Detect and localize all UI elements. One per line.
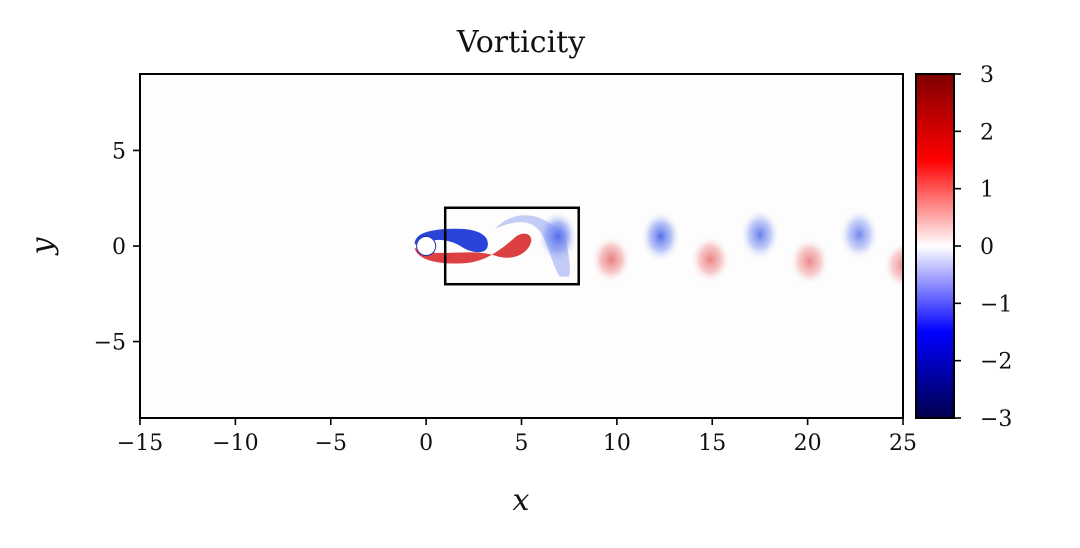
x-tick-label: 20 (794, 431, 822, 456)
plot-area (139, 73, 904, 419)
x-tick-label: −15 (117, 431, 163, 456)
x-tick-label: 5 (515, 431, 529, 456)
x-tick-label: 0 (419, 431, 433, 456)
colorbar-tick-label: 3 (980, 63, 994, 88)
upper-shear-layer (414, 228, 488, 253)
chart-title: Vorticity (456, 25, 585, 60)
colorbar-ticks: 3 2 1 0 −1 −2 −3 (954, 63, 1012, 432)
x-tick-label: 25 (889, 431, 917, 456)
y-tick-label: 0 (112, 235, 126, 260)
y-axis-label: y (25, 236, 60, 256)
negative-vortex (739, 208, 780, 261)
negative-vortex (640, 210, 681, 263)
x-tick-label: −5 (315, 431, 347, 456)
highlight-box (443, 206, 580, 286)
colorbar-tick-label: −3 (980, 407, 1012, 432)
cylinder (416, 235, 437, 257)
colorbar: 3 2 1 0 −1 −2 −3 (915, 63, 1012, 432)
colorbar-tick-label: −1 (980, 292, 1012, 317)
x-tick-label: −10 (212, 431, 258, 456)
colorbar-tick-label: −2 (980, 350, 1012, 375)
colorbar-tick-label: 2 (980, 120, 994, 145)
secondary-vorticity-sheet (494, 215, 570, 277)
vorticity-field (414, 206, 903, 289)
y-tick-label: −5 (94, 331, 126, 356)
positive-vortex (789, 237, 830, 286)
positive-vortex (690, 235, 731, 284)
colorbar-gradient (915, 73, 955, 419)
colorbar-tick-label: 1 (980, 178, 994, 203)
y-tick-label: 5 (112, 139, 126, 164)
x-axis-label: x (513, 483, 530, 518)
positive-vortex (882, 241, 903, 289)
x-tick-label: 15 (698, 431, 726, 456)
x-axis: −15 −10 −5 0 5 10 15 20 25 (117, 418, 917, 456)
negative-vortex (537, 210, 578, 263)
y-axis: 5 0 −5 (94, 139, 140, 356)
x-tick-label: 10 (603, 431, 631, 456)
negative-vortex (839, 208, 880, 261)
lower-shear-layer (414, 233, 532, 264)
positive-vortex (591, 235, 632, 284)
colorbar-tick-label: 0 (980, 235, 994, 260)
